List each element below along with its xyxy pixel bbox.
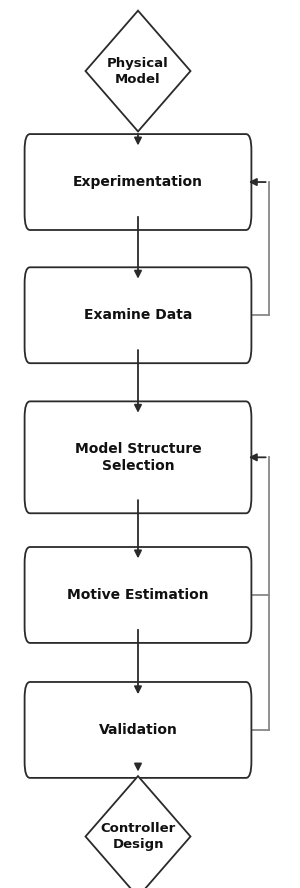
- FancyBboxPatch shape: [25, 267, 251, 363]
- Text: Model Structure
Selection: Model Structure Selection: [75, 441, 201, 473]
- Text: Validation: Validation: [99, 723, 177, 737]
- FancyBboxPatch shape: [25, 134, 251, 230]
- Text: Motive Estimation: Motive Estimation: [67, 588, 209, 602]
- FancyBboxPatch shape: [25, 401, 251, 513]
- FancyBboxPatch shape: [25, 547, 251, 643]
- Polygon shape: [85, 11, 190, 131]
- FancyBboxPatch shape: [25, 682, 251, 778]
- Text: Physical
Model: Physical Model: [107, 57, 169, 85]
- Text: Experimentation: Experimentation: [73, 175, 203, 189]
- Text: Examine Data: Examine Data: [84, 308, 192, 322]
- Polygon shape: [85, 776, 190, 888]
- Text: Controller
Design: Controller Design: [100, 822, 176, 851]
